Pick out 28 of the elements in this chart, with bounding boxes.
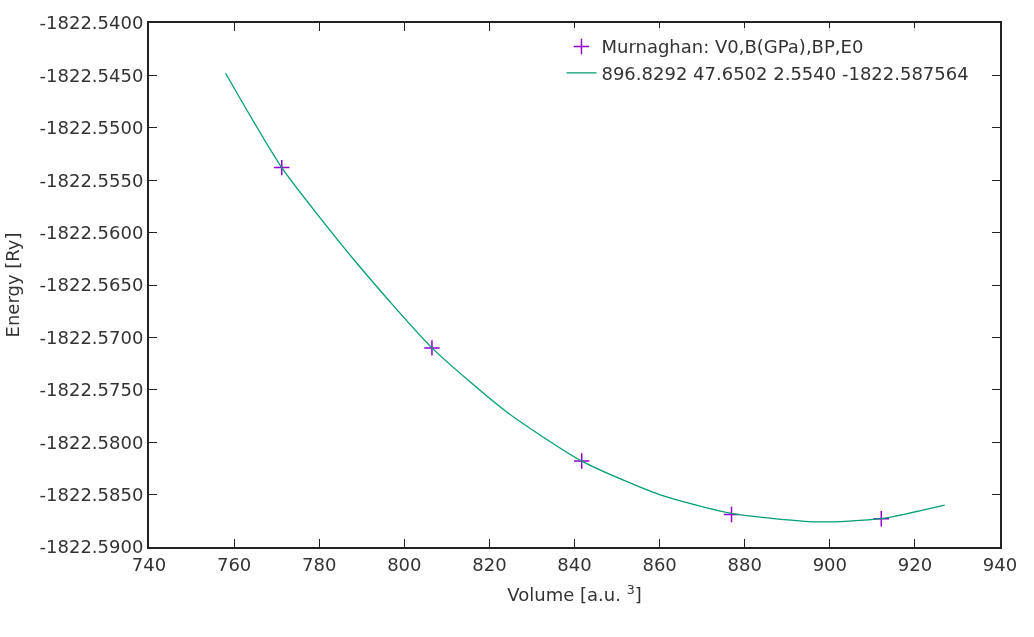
- y-tick-label: -1822.5750: [39, 379, 144, 401]
- x-tick-label: 840: [557, 553, 592, 575]
- y-tick-label: -1822.5600: [39, 221, 144, 243]
- x-tick-label: 900: [812, 553, 847, 575]
- point: [423, 339, 441, 357]
- x-tick-label: 940: [982, 553, 1018, 575]
- x-tick-label: 780: [302, 553, 337, 575]
- y-tick-label: -1822.5650: [39, 274, 144, 296]
- y-tick-label: -1822.5800: [39, 431, 144, 453]
- x-tick-label: 760: [216, 553, 252, 575]
- y-tick-label: -1822.5550: [39, 169, 144, 191]
- x-axis-title: Volume [a.u. $^{3}$]: [507, 581, 642, 606]
- y-tick-label: -1822.5450: [39, 64, 144, 86]
- point: [872, 510, 890, 528]
- x-tick-label: 880: [727, 553, 762, 575]
- point: [573, 452, 591, 470]
- legend-label: 896.8292 47.6502 2.5540 -1822.587564: [601, 62, 969, 84]
- x-tick-label: 800: [387, 553, 422, 575]
- y-tick-label: -1822.5700: [39, 326, 144, 348]
- y-tick-label: -1822.5400: [39, 12, 144, 34]
- y-axis-title: Energy [Ry]: [2, 232, 24, 338]
- y-tick-label: -1822.5850: [39, 483, 144, 505]
- x-tick-label: 820: [472, 553, 507, 575]
- x-tick-label: 920: [897, 553, 933, 575]
- point: [273, 159, 291, 177]
- x-tick-label: 860: [642, 553, 677, 575]
- legend-label: Murnaghan: V0,B(GPa),BP,E0: [601, 36, 864, 58]
- y-tick-label: -1822.5500: [39, 117, 144, 139]
